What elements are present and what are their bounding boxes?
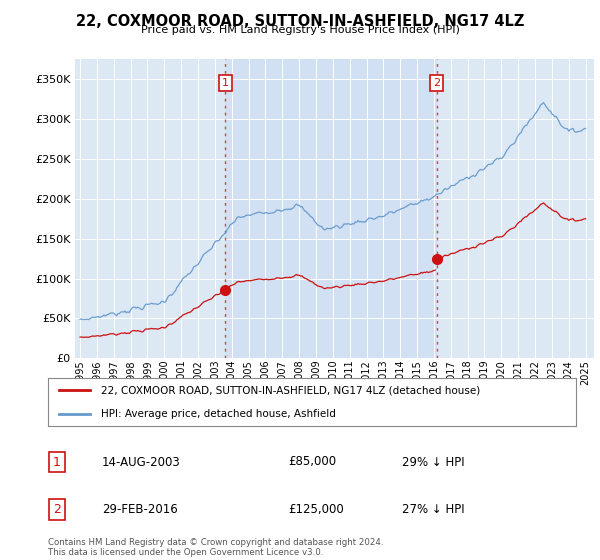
- Text: £85,000: £85,000: [288, 455, 336, 469]
- Text: 1: 1: [222, 78, 229, 88]
- Text: 29-FEB-2016: 29-FEB-2016: [102, 503, 178, 516]
- Text: 22, COXMOOR ROAD, SUTTON-IN-ASHFIELD, NG17 4LZ: 22, COXMOOR ROAD, SUTTON-IN-ASHFIELD, NG…: [76, 14, 524, 29]
- Text: 29% ↓ HPI: 29% ↓ HPI: [402, 455, 464, 469]
- Text: Price paid vs. HM Land Registry's House Price Index (HPI): Price paid vs. HM Land Registry's House …: [140, 25, 460, 35]
- Text: HPI: Average price, detached house, Ashfield: HPI: Average price, detached house, Ashf…: [101, 409, 335, 419]
- Text: Contains HM Land Registry data © Crown copyright and database right 2024.
This d: Contains HM Land Registry data © Crown c…: [48, 538, 383, 557]
- Text: 27% ↓ HPI: 27% ↓ HPI: [402, 503, 464, 516]
- Bar: [225, 59, 437, 358]
- Text: 14-AUG-2003: 14-AUG-2003: [102, 455, 181, 469]
- Text: £125,000: £125,000: [288, 503, 344, 516]
- Text: 22, COXMOOR ROAD, SUTTON-IN-ASHFIELD, NG17 4LZ (detached house): 22, COXMOOR ROAD, SUTTON-IN-ASHFIELD, NG…: [101, 385, 480, 395]
- Text: 2: 2: [53, 503, 61, 516]
- Text: 1: 1: [53, 455, 61, 469]
- Text: 2: 2: [433, 78, 440, 88]
